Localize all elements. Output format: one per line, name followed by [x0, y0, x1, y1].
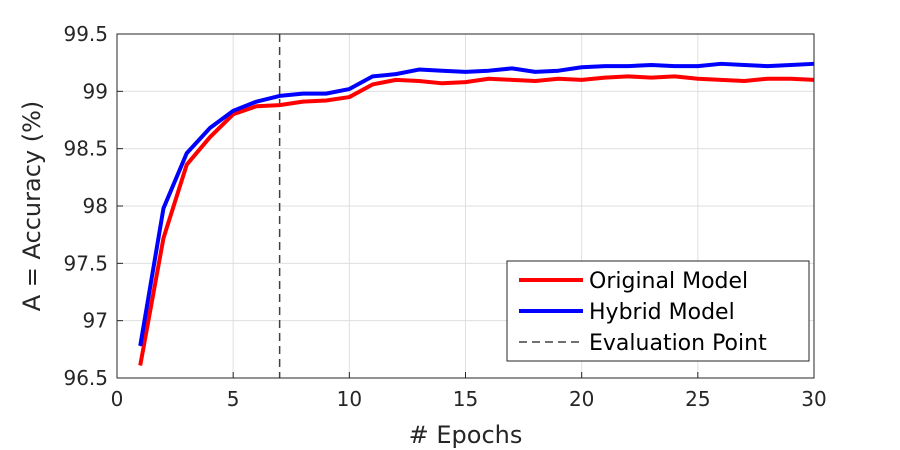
- y-tick-label: 99.5: [63, 22, 108, 46]
- y-tick-label: 98: [83, 194, 108, 218]
- x-tick-label: 10: [337, 387, 362, 411]
- data-point-hybrid-model: [511, 67, 513, 69]
- data-point-original-model: [627, 75, 629, 77]
- x-tick-label: 5: [227, 387, 240, 411]
- series-line-hybrid-model: [138, 61, 815, 347]
- x-tick-label: 25: [685, 387, 710, 411]
- data-point-hybrid-model: [720, 63, 722, 65]
- x-tick-label: 15: [453, 387, 478, 411]
- data-point-original-model: [162, 237, 164, 239]
- data-point-hybrid-model: [325, 93, 327, 95]
- data-point-hybrid-model: [604, 65, 606, 67]
- y-tick-label: 98.5: [63, 137, 108, 161]
- data-point-hybrid-model: [395, 73, 397, 75]
- data-point-hybrid-model: [418, 69, 420, 71]
- data-point-hybrid-model: [279, 95, 281, 97]
- data-point-original-model: [441, 82, 443, 84]
- y-tick-label: 97: [83, 309, 108, 333]
- x-axis-ticks: 0 5 10 15 20 25 30: [111, 372, 827, 411]
- data-point-original-model: [581, 79, 583, 81]
- data-point-original-model: [790, 78, 792, 80]
- x-axis-title: # Epochs: [409, 421, 523, 449]
- data-point-hybrid-model: [697, 65, 699, 67]
- data-point-hybrid-model: [627, 65, 629, 67]
- data-point-original-model: [488, 78, 490, 80]
- data-point-hybrid-model: [348, 88, 350, 90]
- data-point-original-model: [325, 100, 327, 102]
- data-point-original-model: [557, 78, 559, 80]
- data-point-hybrid-model: [162, 207, 164, 209]
- data-point-original-model: [743, 80, 745, 82]
- data-point-hybrid-model: [790, 64, 792, 66]
- data-point-original-model: [348, 96, 350, 98]
- data-point-hybrid-model: [186, 152, 188, 154]
- y-tick-label: 99: [83, 79, 108, 103]
- series-line-original-model: [138, 74, 815, 366]
- data-point-original-model: [604, 77, 606, 79]
- data-point-original-model: [255, 105, 257, 107]
- data-point-original-model: [465, 81, 466, 83]
- data-point-original-model: [372, 83, 374, 85]
- data-point-hybrid-model: [488, 70, 490, 72]
- y-tick-label: 96.5: [63, 366, 108, 390]
- x-tick-label: 20: [569, 387, 594, 411]
- data-point-hybrid-model: [139, 345, 141, 347]
- data-point-hybrid-model: [372, 75, 374, 77]
- legend-label-original-model: Original Model: [589, 269, 748, 294]
- data-point-original-model: [279, 104, 281, 106]
- data-point-original-model: [697, 78, 699, 80]
- data-point-hybrid-model: [465, 71, 466, 73]
- data-point-hybrid-model: [674, 65, 676, 67]
- data-point-original-model: [139, 364, 141, 366]
- data-point-original-model: [534, 80, 536, 82]
- data-point-original-model: [650, 77, 652, 79]
- data-point-original-model: [209, 136, 211, 138]
- legend-label-hybrid-model: Hybrid Model: [589, 300, 735, 325]
- x-tick-label: 0: [111, 387, 124, 411]
- data-point-hybrid-model: [209, 127, 211, 129]
- data-point-original-model: [302, 101, 304, 103]
- data-point-hybrid-model: [557, 70, 559, 72]
- data-point-hybrid-model: [232, 110, 234, 112]
- data-point-original-model: [674, 75, 676, 77]
- data-point-original-model: [720, 79, 722, 81]
- data-point-original-model: [186, 164, 188, 166]
- data-point-hybrid-model: [581, 66, 583, 68]
- data-point-hybrid-model: [441, 70, 443, 72]
- data-point-hybrid-model: [743, 64, 745, 66]
- data-point-hybrid-model: [650, 64, 652, 66]
- x-tick-label: 30: [801, 387, 826, 411]
- data-point-hybrid-model: [255, 101, 257, 103]
- data-point-hybrid-model: [767, 65, 769, 67]
- data-point-original-model: [767, 78, 769, 80]
- legend: Original Model Hybrid Model Evaluation P…: [506, 260, 810, 362]
- data-point-hybrid-model: [534, 71, 536, 73]
- data-point-hybrid-model: [302, 93, 304, 95]
- y-tick-label: 97.5: [63, 251, 108, 275]
- legend-label-evaluation-point: Evaluation Point: [589, 331, 767, 356]
- data-point-original-model: [418, 80, 420, 82]
- y-axis-ticks: 96.5 97 97.5 98 98.5 99 99.5: [63, 22, 123, 390]
- data-point-original-model: [511, 79, 513, 81]
- y-axis-title: A = Accuracy (%): [18, 101, 46, 312]
- data-point-original-model: [395, 79, 397, 81]
- data-point-original-model: [232, 113, 234, 115]
